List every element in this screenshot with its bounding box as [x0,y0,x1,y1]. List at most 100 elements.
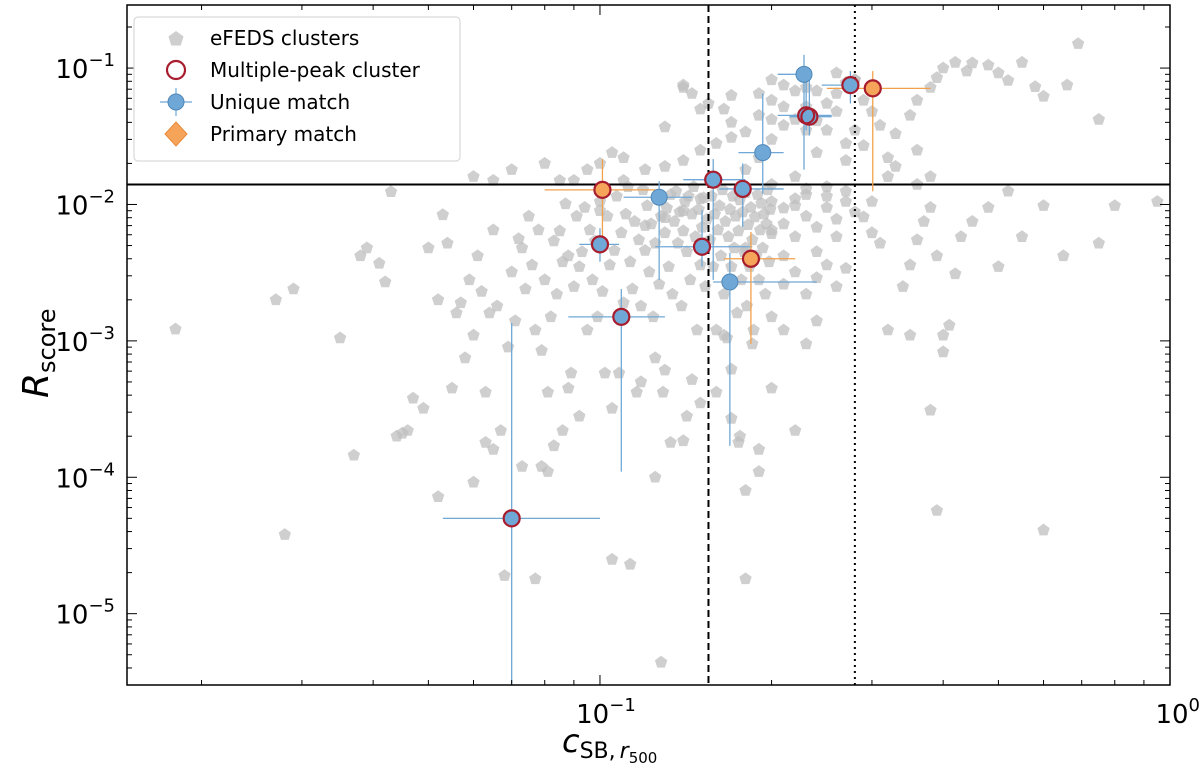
efeds-point [881,170,895,182]
efeds-point [501,340,515,353]
efeds-point [830,87,843,99]
efeds-point [1072,37,1085,49]
efeds-point [487,174,500,186]
efeds-point [789,230,802,242]
efeds-point [685,87,699,99]
efeds-point [937,328,950,341]
efeds-point [903,258,917,271]
efeds-point [713,199,726,211]
efeds-point [422,241,435,254]
efeds-point [903,328,917,341]
efeds-point [445,381,459,394]
efeds-point [556,424,569,436]
efeds-point [924,81,937,93]
efeds-point [839,184,852,197]
efeds-point [746,233,759,246]
efeds-point [515,460,529,472]
efeds-point [624,557,637,570]
efeds-point [924,170,937,182]
efeds-point [777,217,790,230]
efeds-point [653,277,666,290]
efeds-point [752,442,766,455]
efeds-point [752,108,766,121]
efeds-point [169,322,182,335]
efeds-point [865,195,879,207]
efeds-point [857,93,870,106]
efeds-point [739,163,752,175]
efeds-point [436,208,449,221]
efeds-point [992,66,1005,79]
legend-diamond-icon [164,121,188,147]
multiple-peak-ring [593,180,612,199]
efeds-point [759,287,772,300]
efeds-point [658,363,672,376]
efeds-point [733,429,747,442]
efeds-point [789,192,802,205]
efeds-point [765,381,778,394]
efeds-point [605,401,619,414]
efeds-point [810,220,823,233]
efeds-point [538,273,551,286]
efeds-point [532,223,545,236]
efeds-point [626,282,639,295]
efeds-point [910,233,924,246]
efeds-point [830,105,843,117]
efeds-point [937,61,950,74]
error-bars [442,54,931,685]
efeds-point [658,120,672,133]
efeds-point [487,442,500,455]
unique-match-point [754,144,772,162]
multiple-peak-ring [841,76,860,95]
efeds-point [1001,74,1015,86]
efeds-point [694,192,707,205]
efeds-point [692,202,705,215]
efeds-point [333,331,347,344]
efeds-point [417,401,430,414]
efeds-point [777,277,790,290]
efeds-point [848,205,861,218]
efeds-point [347,448,360,461]
efeds-point [608,244,621,256]
efeds-point [930,249,944,262]
efeds-point [505,163,518,175]
efeds-point [717,287,731,300]
multiple-peak-ring [741,249,761,268]
efeds-point [567,174,581,186]
efeds-point [575,245,589,257]
efeds-point [777,323,790,336]
efeds-point [553,174,566,186]
efeds-point [810,271,823,284]
efeds-point [820,123,833,136]
multiple-peak-ring [704,170,723,189]
efeds-point [765,310,778,323]
multiple-peak-ring [863,79,882,98]
y-tick-label: 10−4 [55,459,115,494]
efeds-point [800,337,813,350]
efeds-point [649,236,662,249]
efeds-point [458,351,472,364]
efeds-point [725,131,738,143]
match-markers [502,65,882,528]
efeds-point [581,323,594,336]
efeds-point [617,151,630,163]
efeds-point [512,232,525,245]
efeds-point [680,409,693,422]
efeds-point [830,280,843,292]
efeds-point [562,249,575,262]
efeds-point [573,409,586,422]
efeds-point [479,436,492,448]
efeds-point [820,97,833,109]
unique-match-point [650,188,668,206]
axes: 10−1 10−2 10−3 10−4 10−5 10−1 100 [55,4,1200,730]
efeds-point [685,373,699,385]
efeds-point [578,201,591,213]
efeds-point [450,306,463,319]
efeds-point [800,287,813,300]
efeds-point [483,306,496,319]
efeds-point [550,287,563,300]
efeds-point [789,170,802,182]
efeds-point [924,403,937,416]
multiple-peak-ring [733,179,752,199]
efeds-point [820,189,833,202]
